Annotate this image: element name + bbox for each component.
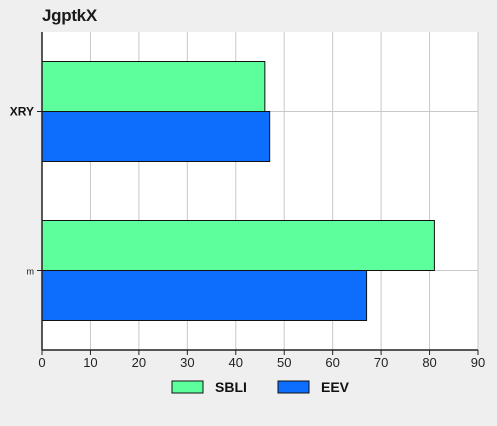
x-axis-ticks: 0 10 20 30 40 50 60 70 80 90 bbox=[37, 111, 485, 370]
bar-sbli-1 bbox=[41, 220, 435, 271]
x-tick-label: 0 bbox=[38, 355, 45, 370]
chart-title: JgptkX bbox=[42, 6, 97, 25]
x-tick-label: 40 bbox=[229, 355, 243, 370]
bar-sbli-0 bbox=[41, 61, 266, 112]
x-tick-label: 10 bbox=[83, 355, 97, 370]
bar-eev-0 bbox=[41, 111, 271, 162]
legend-swatch-sbli bbox=[171, 380, 204, 394]
x-tick-label: 60 bbox=[325, 355, 339, 370]
bars bbox=[41, 61, 435, 321]
category-label: XRY bbox=[10, 105, 34, 119]
category-labels: XRY m bbox=[10, 105, 34, 277]
x-tick-label: 50 bbox=[277, 355, 291, 370]
category-label: m bbox=[27, 267, 35, 277]
x-tick-label: 20 bbox=[132, 355, 146, 370]
legend-label-sbli: SBLI bbox=[215, 379, 247, 395]
x-tick-label: 80 bbox=[422, 355, 436, 370]
legend-swatch-eev bbox=[277, 380, 310, 394]
legend-label-eev: EEV bbox=[321, 379, 350, 395]
legend: SBLI EEV bbox=[171, 379, 350, 395]
x-tick-label: 30 bbox=[180, 355, 194, 370]
x-tick-label: 90 bbox=[471, 355, 485, 370]
bar-eev-1 bbox=[41, 270, 368, 321]
x-tick-label: 70 bbox=[374, 355, 388, 370]
